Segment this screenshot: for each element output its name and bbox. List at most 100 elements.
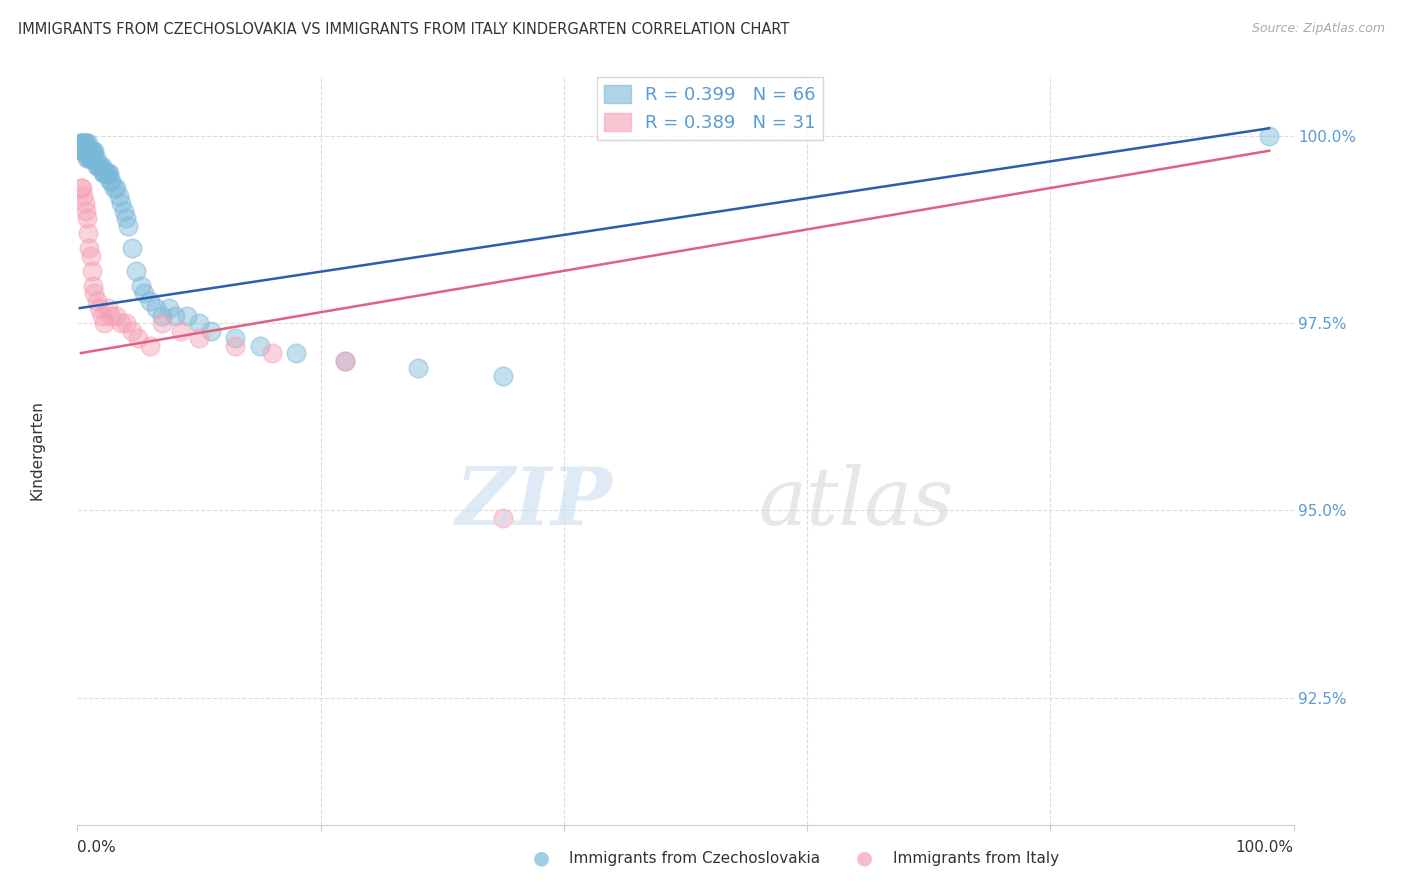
Point (176, 309, 198, 323)
Point (163, 309, 186, 323)
Text: ZIP: ZIP (456, 464, 613, 541)
Point (127, 331, 149, 345)
Point (145, 301, 167, 315)
Point (73, 196, 96, 211)
Point (83, 286, 105, 301)
Point (80, 151, 103, 165)
Point (285, 346, 308, 360)
Point (260, 346, 283, 360)
Point (83, 144, 105, 158)
Point (86, 159, 108, 173)
Point (77, 144, 100, 158)
Point (170, 324, 193, 338)
Point (200, 324, 222, 338)
Point (79, 241, 101, 255)
Point (72, 136, 94, 151)
Point (100, 174, 122, 188)
Text: IMMIGRANTS FROM CZECHOSLOVAKIA VS IMMIGRANTS FROM ITALY KINDERGARTEN CORRELATION: IMMIGRANTS FROM CZECHOSLOVAKIA VS IMMIGR… (18, 22, 790, 37)
Point (97, 301, 120, 315)
Point (72, 188, 94, 202)
Point (224, 338, 246, 352)
Point (82, 151, 104, 165)
Text: atlas: atlas (758, 464, 953, 541)
Point (90, 159, 112, 173)
Point (75, 136, 97, 151)
Text: Immigrants from Czechoslovakia: Immigrants from Czechoslovakia (569, 851, 821, 865)
Point (93, 316, 115, 330)
Point (224, 331, 246, 345)
Point (139, 293, 162, 308)
Point (70, 144, 93, 158)
Point (129, 278, 152, 293)
Point (76, 151, 98, 165)
Point (115, 316, 138, 330)
Point (90, 309, 112, 323)
Point (112, 203, 135, 218)
Point (75, 203, 97, 218)
Legend: R = 0.399   N = 66, R = 0.389   N = 31: R = 0.399 N = 66, R = 0.389 N = 31 (596, 78, 823, 139)
Point (139, 338, 162, 352)
Point (110, 196, 132, 211)
Point (86, 293, 108, 308)
Point (91, 166, 114, 180)
Point (89, 159, 111, 173)
Point (188, 331, 211, 345)
Point (77, 136, 100, 151)
Point (105, 181, 128, 195)
Point (94, 166, 117, 180)
Point (77, 151, 100, 165)
Point (75, 144, 97, 158)
Point (152, 309, 174, 323)
Point (492, 368, 515, 383)
Point (134, 286, 156, 301)
Text: ●: ● (856, 848, 873, 868)
Point (73, 136, 96, 151)
Point (70, 181, 93, 195)
Point (103, 181, 125, 195)
Point (249, 338, 271, 352)
Point (72, 144, 94, 158)
Point (89, 301, 111, 315)
Text: Kindergarten: Kindergarten (30, 401, 45, 500)
Text: Source: ZipAtlas.com: Source: ZipAtlas.com (1251, 22, 1385, 36)
Point (110, 316, 132, 330)
Point (87, 159, 110, 173)
Point (93, 166, 115, 180)
Point (100, 309, 122, 323)
Point (80, 144, 103, 158)
Point (84, 151, 107, 165)
Point (96, 166, 118, 180)
Point (80, 249, 103, 263)
Point (333, 353, 356, 368)
Point (79, 144, 101, 158)
Point (492, 511, 515, 525)
Point (115, 211, 138, 226)
Point (117, 219, 139, 233)
Point (80, 151, 103, 165)
Point (73, 144, 96, 158)
Point (97, 166, 120, 180)
Point (82, 278, 104, 293)
Point (77, 226, 100, 240)
Point (89, 159, 111, 173)
Point (157, 301, 180, 315)
Point (69, 136, 91, 151)
Point (105, 309, 128, 323)
Point (76, 211, 98, 226)
Point (152, 316, 174, 330)
Text: ●: ● (533, 848, 550, 868)
Point (83, 151, 105, 165)
Text: 0.0%: 0.0% (77, 840, 117, 855)
Point (1258, 128, 1281, 143)
Point (82, 144, 104, 158)
Point (97, 166, 120, 180)
Point (70, 136, 93, 151)
Point (125, 263, 148, 277)
Point (80, 263, 103, 277)
Point (70, 181, 93, 195)
Point (98, 174, 121, 188)
Point (121, 324, 143, 338)
Text: Immigrants from Italy: Immigrants from Italy (893, 851, 1059, 865)
Point (333, 353, 356, 368)
Point (70, 136, 93, 151)
